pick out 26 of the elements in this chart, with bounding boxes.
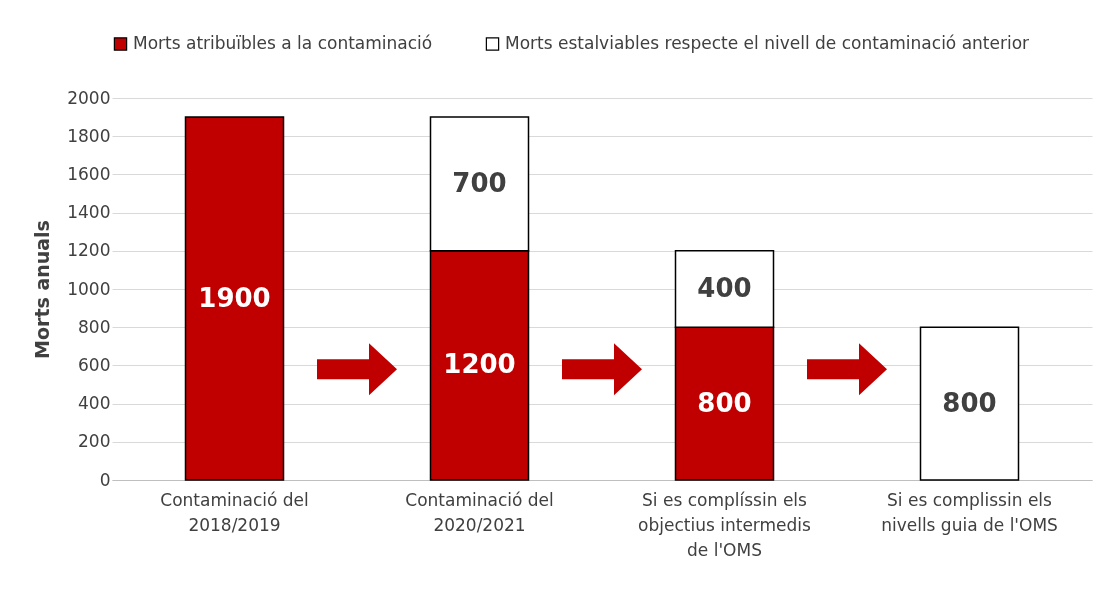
x-tick-label: Si es complíssin els objectius intermedis de l'OMS [638, 489, 812, 560]
y-tick-label: 1000 [67, 278, 111, 299]
data-label: 1900 [198, 282, 271, 313]
legend-label: Morts atribuïbles a la contaminació [133, 32, 433, 53]
y-tick-label: 1200 [67, 240, 111, 261]
x-tick-label: Si es complissin els nivells guia de l'OMS [881, 489, 1058, 535]
data-label: 400 [697, 273, 752, 303]
data-label: 800 [697, 387, 752, 418]
data-label: 700 [452, 167, 507, 198]
y-tick-label: 600 [78, 354, 111, 375]
y-tick-label: 1400 [67, 202, 111, 223]
data-label: 800 [942, 387, 997, 418]
legend-label: Morts estalviables respecte el nivell de contaminació anterior [505, 32, 1030, 53]
y-tick-label: 1800 [67, 125, 111, 146]
y-tick-label: 200 [78, 431, 111, 452]
y-tick-label: 400 [78, 393, 111, 414]
y-tick-label: 1600 [67, 163, 111, 184]
y-axis-title: Morts anuals [31, 220, 54, 359]
y-tick-label: 800 [78, 316, 111, 337]
data-label: 1200 [443, 349, 516, 380]
y-tick-label: 0 [99, 469, 111, 490]
bar [184, 116, 285, 481]
bar [919, 326, 1020, 481]
y-tick-label: 2000 [67, 87, 111, 108]
x-tick-label: Contaminació del 2020/2021 [405, 489, 554, 535]
x-tick-label: Contaminació del 2018/2019 [160, 489, 309, 535]
